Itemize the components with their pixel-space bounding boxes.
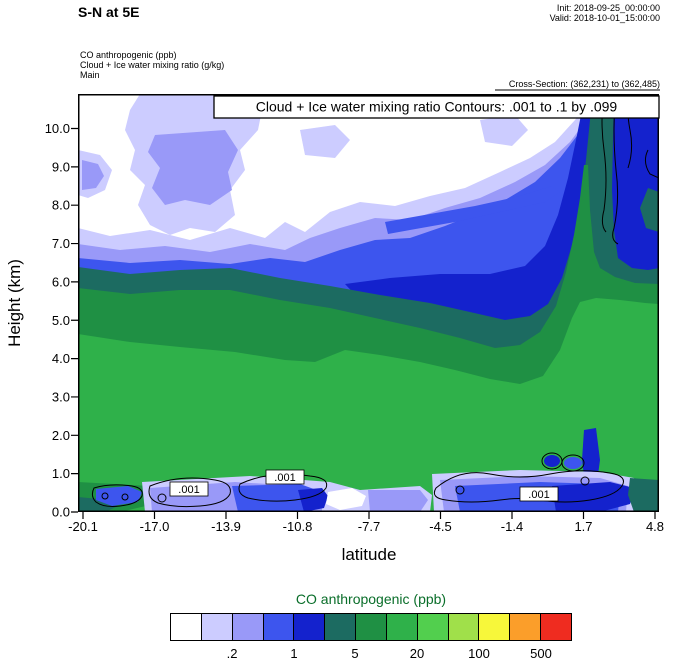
colorbar-cell: [479, 614, 511, 640]
cloud-contour-labels: .001 .001 .001: [169, 469, 559, 502]
contour-label-box: [169, 481, 209, 497]
colorbar-tick-label: .2: [226, 646, 238, 661]
fill-region: [544, 455, 560, 467]
colorbar-cell: [448, 614, 480, 640]
colorbar-tick-label: 1: [290, 646, 298, 661]
fill-region: [300, 125, 350, 158]
colorbar-cell: [201, 614, 233, 640]
y-tick-label: 2.0: [52, 428, 70, 443]
colorbar-tick-label: 500: [530, 646, 552, 661]
cloud-contour: [561, 454, 585, 472]
colorbar-cell: [417, 614, 449, 640]
cloud-contour: [121, 493, 129, 501]
colorbar-cell: [325, 614, 357, 640]
x-tick-label: -17.0: [140, 519, 170, 534]
contour-info-banner: Cloud + Ice water mixing ratio Contours:…: [213, 95, 660, 119]
fill-region: [628, 478, 659, 512]
fill-region: [78, 298, 659, 512]
x-tick-label: -1.4: [501, 519, 523, 534]
y-tick-label: 9.0: [52, 159, 70, 174]
field-label-co: CO anthropogenic (ppb): [80, 50, 177, 60]
y-tick-label: 7.0: [52, 236, 70, 251]
x-tick-label: -20.1: [68, 519, 98, 534]
contour-label-box: [519, 486, 559, 502]
y-tick-label: 4.0: [52, 351, 70, 366]
cloud-contour: [455, 485, 465, 495]
cloud-contour: [101, 492, 109, 500]
x-axis-ticks: [82, 512, 656, 519]
x-tick-label: 1.7: [574, 519, 592, 534]
banner-box: [213, 95, 660, 119]
field-label-domain: Main: [80, 70, 100, 80]
colorbar-cell: [232, 614, 264, 640]
cloud-contour: [91, 484, 143, 507]
colorbar-tick-label: 5: [351, 646, 359, 661]
x-tick-label: -4.5: [429, 519, 451, 534]
colorbar-cell: [356, 614, 387, 640]
valid-time-label: Valid: 2018-10-01_15:00:00: [549, 13, 660, 23]
fill-region: [368, 490, 428, 512]
cloud-contour: [601, 94, 607, 233]
y-tick-label: 1.0: [52, 466, 70, 481]
fill-region: [564, 457, 582, 469]
init-time-label: Init: 2018-09-25_00:00:00: [556, 3, 660, 13]
cloud-contour: [148, 477, 231, 508]
cloud-contour: [157, 493, 167, 503]
page-title: S-N at 5E: [78, 4, 140, 20]
colorbar-cell: [386, 614, 418, 640]
fill-region: [82, 160, 104, 190]
colorbar-cell: [171, 614, 202, 640]
y-tick-label: 3.0: [52, 390, 70, 405]
y-tick-label: 6.0: [52, 274, 70, 289]
contour-label: .001: [274, 472, 295, 484]
fill-region: [552, 482, 634, 512]
y-tick-label: 10.0: [45, 121, 70, 136]
fill-region: [480, 115, 528, 146]
fill-region: [640, 188, 659, 232]
y-tick-label: 0.0: [52, 505, 70, 520]
y-axis-title: Height (km): [5, 259, 24, 347]
cloud-contour: [612, 94, 619, 245]
colorbar-tick-label: 20: [409, 646, 425, 661]
y-tick-label: 5.0: [52, 313, 70, 328]
colorbar-title: CO anthropogenic (ppb): [295, 591, 447, 607]
x-axis-labels: -20.1 -17.0 -13.9 -10.8 -7.7 -4.5 -1.4 1…: [68, 519, 664, 534]
cloud-contour: [644, 149, 659, 179]
contour-label: .001: [178, 484, 199, 496]
contour-label: .001: [528, 489, 549, 501]
cross-section-label: Cross-Section: (362,231) to (362,485): [508, 79, 660, 89]
colorbar-cell: [263, 614, 295, 640]
field-label-cloud-ice: Cloud + Ice water mixing ratio (g/kg): [80, 60, 225, 70]
cloud-contour: [433, 470, 624, 503]
contour-fill-field: [78, 94, 659, 512]
cloud-contour: [580, 476, 590, 486]
x-axis-title: latitude: [342, 545, 397, 564]
plot-frame: [78, 94, 659, 512]
y-axis-ticks: [71, 127, 78, 513]
banner-text: Cloud + Ice water mixing ratio Contours:…: [256, 99, 618, 115]
fill-region: [148, 130, 238, 205]
x-tick-label: -10.8: [283, 519, 313, 534]
fill-region: [326, 488, 366, 510]
colorbar: [170, 613, 572, 641]
y-axis-labels: 0.0 1.0 2.0 3.0 4.0 5.0 6.0 7.0 8.0 9.0 …: [45, 121, 70, 520]
contour-label-box: [265, 469, 305, 485]
colorbar-cell: [294, 614, 326, 640]
x-tick-label: 4.8: [646, 519, 664, 534]
colorbar-cell: [510, 614, 542, 640]
fill-region: [298, 488, 328, 512]
y-tick-label: 8.0: [52, 198, 70, 213]
x-tick-label: -7.7: [358, 519, 380, 534]
colorbar-tick-label: 100: [468, 646, 490, 661]
x-tick-label: -13.9: [211, 519, 241, 534]
fill-region: [96, 486, 142, 506]
colorbar-cell: [541, 614, 571, 640]
fill-region: [385, 186, 560, 234]
